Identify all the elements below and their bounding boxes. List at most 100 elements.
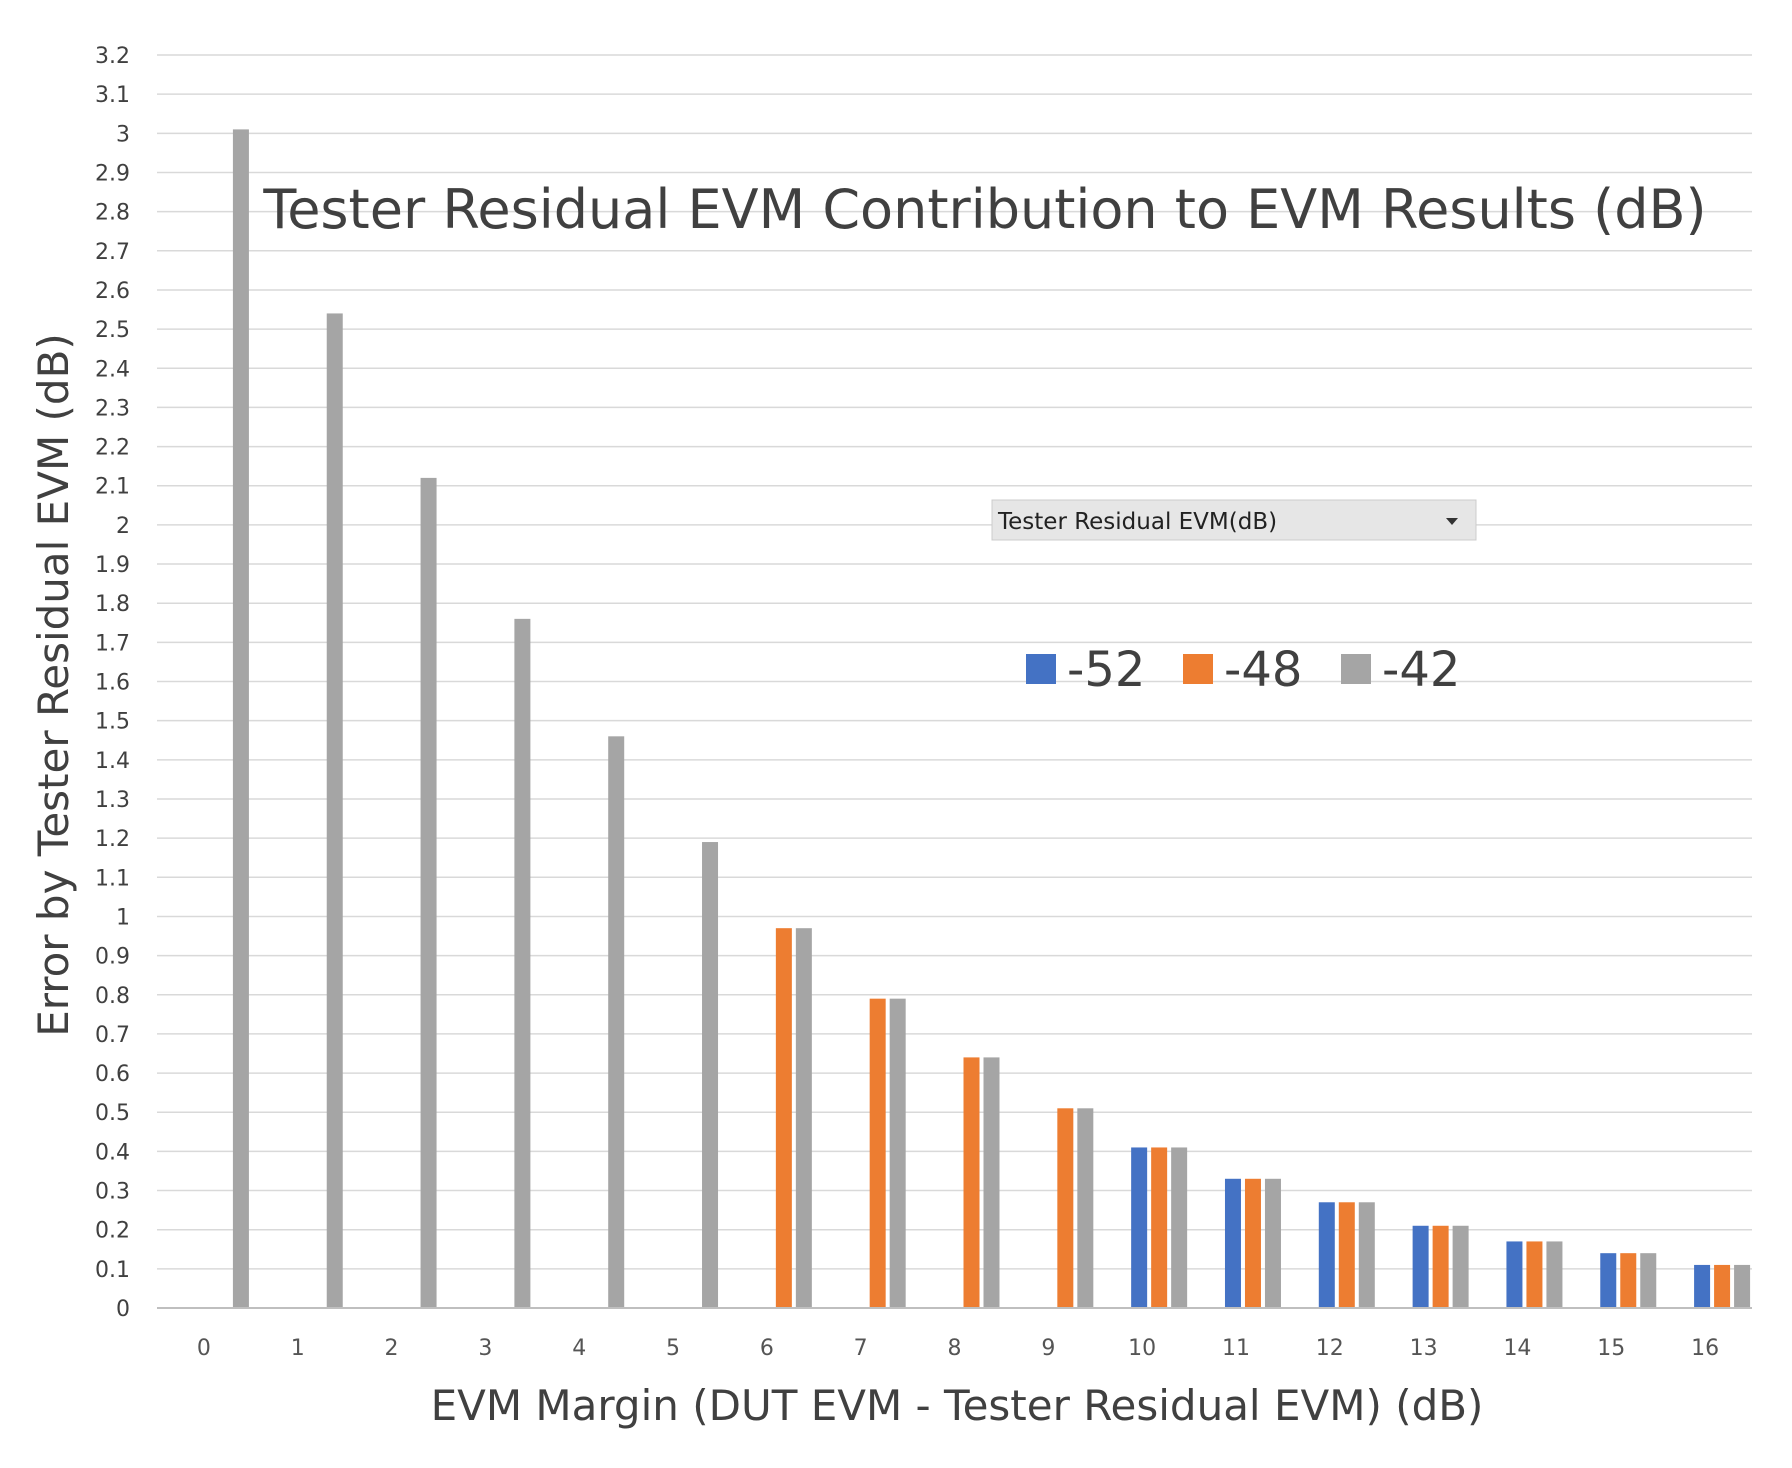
y-tick-label: 1	[116, 905, 130, 930]
y-tick-label: 2.8	[95, 201, 130, 226]
y-tick-label: 3.2	[95, 44, 130, 69]
field-dropdown-label: Tester Residual EVM(dB)	[997, 509, 1277, 535]
bar-series-1-cat-6	[775, 928, 792, 1308]
y-tick-label: 0.4	[95, 1140, 130, 1165]
y-tick-label: 2.3	[95, 396, 130, 421]
y-tick-label: 1.8	[95, 592, 130, 617]
bar-series-2-cat-14	[1546, 1241, 1563, 1308]
bar-series-0-cat-13	[1412, 1225, 1429, 1308]
bar-series-2-cat-6	[795, 928, 812, 1308]
x-axis-title: EVM Margin (DUT EVM - Tester Residual EV…	[431, 1381, 1484, 1430]
bar-series-2-cat-11	[1264, 1178, 1281, 1308]
x-tick-label: 8	[948, 1336, 962, 1361]
legend-label-2: -42	[1382, 642, 1460, 698]
x-tick-label: 14	[1503, 1336, 1531, 1361]
legend-label-1: -48	[1224, 642, 1302, 698]
x-tick-label: 16	[1691, 1336, 1719, 1361]
x-tick-label: 5	[666, 1336, 680, 1361]
bar-series-2-cat-7	[889, 998, 906, 1308]
bar-series-1-cat-7	[869, 998, 886, 1308]
y-tick-label: 2.5	[95, 318, 130, 343]
chart-title: Tester Residual EVM Contribution to EVM …	[262, 178, 1706, 241]
y-tick-label: 1.7	[95, 631, 130, 656]
y-tick-label: 0.7	[95, 1023, 130, 1048]
y-tick-labels: 0 0.1 0.2 0.3 0.4 0.5 0.6 0.7 0.8 0.9 1 1.1 1.2 1.3 1.…	[95, 44, 130, 1322]
bar-series-2-cat-1	[326, 313, 343, 1308]
bar-series-0-cat-16	[1694, 1264, 1711, 1308]
bar-series-2-cat-5	[702, 842, 719, 1308]
legend-swatch-2	[1341, 654, 1371, 684]
bar-series-1-cat-15	[1620, 1253, 1637, 1308]
bar-series-2-cat-12	[1358, 1202, 1375, 1308]
bar-series-2-cat-13	[1452, 1225, 1469, 1308]
x-tick-label: 0	[197, 1336, 211, 1361]
bar-series-1-cat-8	[963, 1057, 980, 1308]
y-tick-label: 0.9	[95, 945, 130, 970]
legend: -52 -48 -42	[1026, 642, 1460, 698]
x-tick-label: 11	[1222, 1336, 1250, 1361]
legend-swatch-1	[1183, 654, 1213, 684]
y-tick-label: 2	[116, 514, 130, 539]
y-tick-label: 1.5	[95, 710, 130, 735]
field-dropdown[interactable]: Tester Residual EVM(dB)	[991, 499, 1477, 541]
dropdown-arrow-icon[interactable]	[1446, 518, 1458, 525]
bar-series-2-cat-3	[514, 618, 531, 1308]
y-tick-label: 0.3	[95, 1180, 130, 1205]
bar-series-1-cat-16	[1714, 1264, 1731, 1308]
y-tick-label: 1.4	[95, 749, 130, 774]
bar-series-0-cat-10	[1131, 1147, 1148, 1308]
y-tick-label: 0.1	[95, 1258, 130, 1283]
bar-series-1-cat-12	[1338, 1202, 1355, 1308]
x-tick-label: 3	[478, 1336, 492, 1361]
field-dropdown-box[interactable]	[991, 499, 1477, 541]
bar-series-2-cat-4	[608, 736, 625, 1308]
bars	[232, 129, 1751, 1309]
y-tick-label: 3.1	[95, 83, 130, 108]
x-tick-label: 2	[385, 1336, 399, 1361]
y-tick-label: 1.1	[95, 866, 130, 891]
y-tick-label: 1.2	[95, 827, 130, 852]
y-tick-label: 3	[116, 122, 130, 147]
y-tick-label: 0	[116, 1297, 130, 1322]
y-axis-title: Error by Tester Residual EVM (dB)	[29, 333, 78, 1037]
bar-series-2-cat-10	[1171, 1147, 1188, 1308]
y-tick-label: 1.6	[95, 671, 130, 696]
legend-swatch-0	[1026, 654, 1056, 684]
bar-series-2-cat-15	[1640, 1253, 1657, 1308]
y-tick-label: 2.2	[95, 436, 130, 461]
y-tick-label: 0.8	[95, 984, 130, 1009]
x-tick-label: 4	[572, 1336, 586, 1361]
bar-series-0-cat-15	[1600, 1253, 1617, 1308]
x-tick-labels: 0 1 2 3 4 5 6 7 8 9 10 11 12 13 14 15 16	[197, 1336, 1719, 1361]
x-tick-label: 1	[291, 1336, 305, 1361]
x-tick-label: 13	[1410, 1336, 1438, 1361]
bar-series-0-cat-12	[1318, 1202, 1335, 1308]
x-tick-label: 7	[854, 1336, 868, 1361]
x-tick-label: 6	[760, 1336, 774, 1361]
bar-series-1-cat-9	[1057, 1108, 1074, 1308]
x-tick-label: 15	[1597, 1336, 1625, 1361]
x-tick-label: 9	[1041, 1336, 1055, 1361]
bar-series-2-cat-9	[1077, 1108, 1094, 1308]
bar-series-2-cat-0	[232, 129, 249, 1309]
y-tick-label: 2.7	[95, 240, 130, 265]
y-tick-label: 2.4	[95, 357, 130, 382]
y-tick-label: 1.3	[95, 788, 130, 813]
y-tick-label: 2.1	[95, 475, 130, 500]
bar-series-1-cat-10	[1151, 1147, 1168, 1308]
bar-series-1-cat-14	[1526, 1241, 1543, 1308]
x-tick-label: 10	[1128, 1336, 1156, 1361]
bar-series-2-cat-8	[983, 1057, 1000, 1308]
y-tick-label: 2.6	[95, 279, 130, 304]
y-tick-label: 0.6	[95, 1062, 130, 1087]
bar-series-1-cat-11	[1244, 1178, 1261, 1308]
bar-series-2-cat-16	[1734, 1264, 1751, 1308]
bar-series-0-cat-11	[1224, 1178, 1241, 1308]
y-tick-label: 2.9	[95, 161, 130, 186]
bar-series-2-cat-2	[420, 477, 437, 1308]
bar-series-1-cat-13	[1432, 1225, 1449, 1308]
y-tick-label: 0.5	[95, 1101, 130, 1126]
y-tick-label: 1.9	[95, 553, 130, 578]
legend-label-0: -52	[1067, 642, 1145, 698]
